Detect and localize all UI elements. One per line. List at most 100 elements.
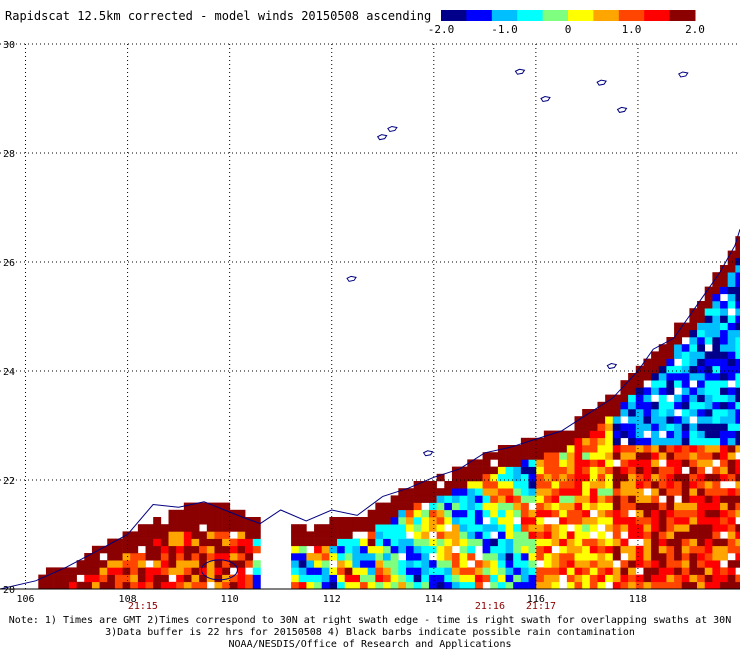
wind-cell (582, 545, 591, 554)
wind-cell (620, 488, 629, 496)
wind-cell (543, 437, 552, 446)
wind-cell (398, 531, 407, 539)
wind-cell (405, 567, 414, 575)
wind-cell (451, 473, 460, 482)
wind-cell (666, 416, 675, 424)
wind-cell (199, 531, 208, 539)
wind-cell (643, 517, 652, 525)
wind-cell (674, 567, 683, 575)
wind-cell (122, 553, 131, 561)
wind-cell (536, 437, 545, 446)
wind-cell (344, 524, 353, 532)
wind-cell (727, 286, 736, 295)
wind-cell (582, 423, 591, 431)
wind-cell (183, 538, 192, 547)
wind-cell (727, 517, 736, 525)
wind-cell (367, 574, 376, 583)
wind-cell (551, 459, 560, 467)
wind-cell (168, 581, 177, 589)
island-outline (387, 125, 398, 133)
wind-cell (122, 538, 131, 547)
wind-cell (490, 567, 499, 575)
wind-cell (681, 445, 690, 453)
wind-cell (451, 553, 460, 561)
wind-cell (635, 445, 644, 453)
colorbar-tick-labels: -2.0 -1.0 0 1.0 2.0 (428, 23, 705, 36)
wind-cell (482, 488, 491, 496)
wind-cell (720, 279, 728, 287)
x-tick-label: 118 (629, 594, 647, 605)
wind-cell (176, 545, 185, 554)
wind-cell (344, 531, 353, 539)
wind-cell (421, 581, 430, 589)
wind-cell (176, 509, 185, 518)
wind-cell (605, 538, 614, 547)
wind-cell (735, 495, 740, 503)
wind-cell (298, 538, 307, 547)
wind-cell (574, 553, 583, 561)
wind-cell (337, 567, 345, 575)
wind-cell (252, 560, 261, 568)
wind-cell (160, 560, 169, 568)
wind-cell (643, 553, 652, 561)
wind-cell (574, 473, 583, 482)
wind-cell (735, 473, 740, 482)
wind-cell (635, 373, 644, 381)
wind-cell (689, 488, 698, 496)
wind-cell (214, 538, 223, 547)
wind-cell (727, 430, 736, 439)
wind-cell (697, 553, 706, 561)
wind-cell (712, 502, 721, 511)
wind-cell (551, 481, 560, 489)
wind-cell (543, 509, 552, 518)
wind-cell (398, 509, 407, 518)
wind-cell (704, 322, 713, 331)
wind-cell (467, 553, 476, 561)
wind-cell (712, 293, 721, 302)
wind-cell (421, 553, 430, 561)
wind-cell (582, 459, 591, 467)
wind-cell (91, 560, 100, 568)
wind-cell (383, 574, 391, 583)
wind-cell (145, 567, 154, 575)
wind-cell (712, 545, 721, 554)
wind-cell (329, 538, 338, 547)
wind-cell (520, 517, 529, 525)
wind-cell (214, 545, 223, 554)
wind-cell (727, 567, 736, 575)
wind-cell (528, 509, 537, 518)
wind-cell (681, 401, 690, 410)
wind-cell (459, 560, 468, 568)
wind-cell (643, 502, 652, 511)
wind-cell (697, 423, 706, 431)
wind-cell (329, 567, 338, 575)
wind-cell (597, 495, 606, 503)
wind-cell (168, 531, 177, 539)
wind-cell (643, 459, 652, 467)
wind-cell (651, 495, 660, 503)
wind-cell (704, 517, 713, 525)
wind-cell (176, 574, 185, 583)
wind-cell (497, 466, 506, 475)
wind-cell (291, 531, 300, 539)
wind-cell (114, 567, 123, 575)
wind-cell (674, 401, 683, 410)
wind-cell (61, 567, 70, 575)
wind-cell (367, 531, 376, 539)
wind-cell (520, 437, 529, 446)
wind-cell (520, 459, 529, 467)
wind-cell (459, 545, 468, 554)
wind-cell (153, 524, 162, 532)
wind-cell (620, 423, 629, 431)
wind-cell (551, 553, 560, 561)
wind-cell (727, 531, 736, 539)
wind-cell (651, 437, 660, 446)
wind-cell (689, 322, 698, 331)
wind-cell (712, 373, 721, 381)
wind-cell (612, 581, 621, 589)
wind-cell (681, 545, 690, 554)
wind-cell (720, 509, 728, 518)
wind-cell (612, 481, 621, 489)
wind-cell (727, 560, 736, 568)
wind-cell (153, 545, 162, 554)
